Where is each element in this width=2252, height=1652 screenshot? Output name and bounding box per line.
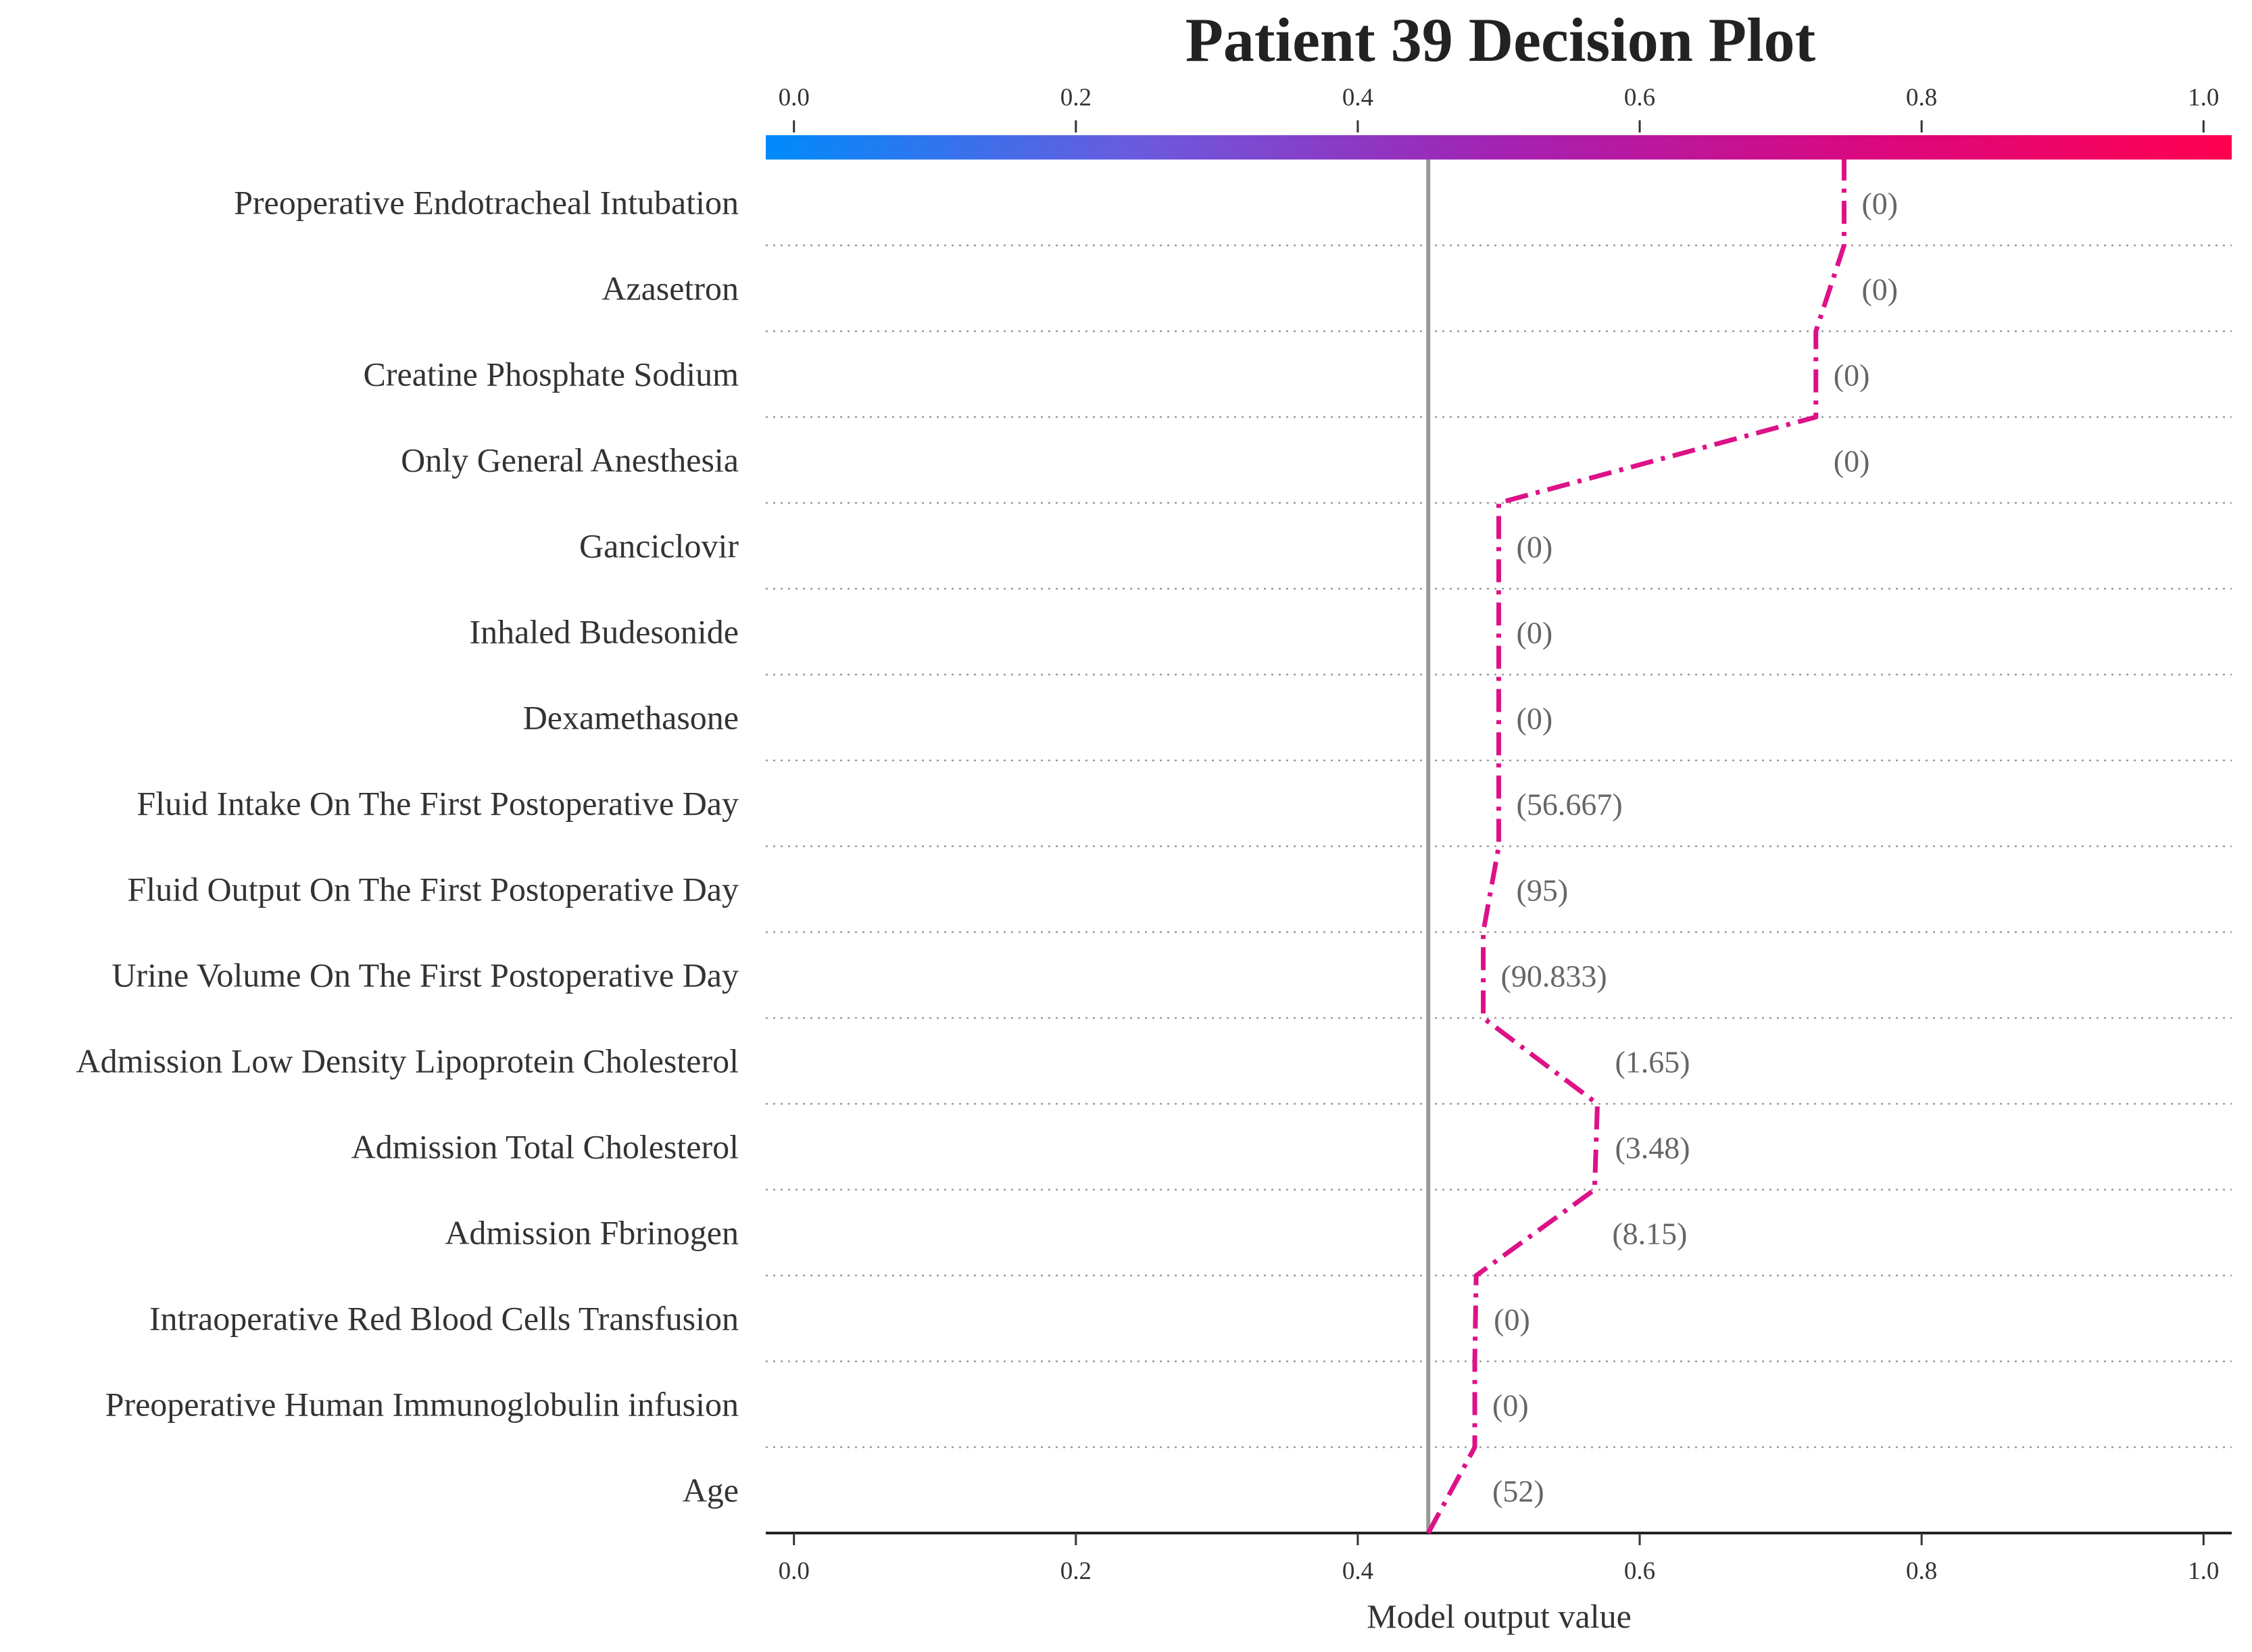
- feature-value-label: (0): [1861, 187, 1898, 221]
- feature-value-label: (90.833): [1501, 959, 1607, 994]
- feature-label: Creatine Phosphate Sodium: [364, 356, 739, 393]
- feature-value-label: (3.48): [1615, 1131, 1690, 1165]
- feature-value-label: (0): [1517, 530, 1553, 564]
- feature-label: Fluid Intake On The First Postoperative …: [137, 785, 739, 823]
- feature-value-label: (52): [1492, 1474, 1544, 1509]
- feature-value-label: (0): [1494, 1303, 1530, 1337]
- colorbar: [766, 135, 2232, 160]
- x-tick-label: 0.6: [1624, 1557, 1655, 1585]
- plot-area: 0.0 0.2 0.4 0.6 0.8 1.0 0.0 0.2 0.4 0.6 0.8 1.0 Preo…: [76, 84, 2232, 1585]
- feature-value-label: (0): [1492, 1388, 1529, 1423]
- x-tick-label: 0.8: [1906, 1557, 1937, 1585]
- feature-value-label: (0): [1834, 358, 1870, 393]
- feature-label: Inhaled Budesonide: [469, 613, 739, 651]
- feature-label: Urine Volume On The First Postoperative …: [112, 956, 739, 994]
- feature-value-label: (95): [1517, 873, 1569, 908]
- feature-value-label: (0): [1517, 616, 1553, 650]
- feature-label: Fluid Output On The First Postoperative …: [127, 871, 739, 908]
- top-tick-label: 1.0: [2188, 84, 2219, 112]
- feature-value-label: (0): [1517, 702, 1553, 736]
- feature-label: Preoperative Endotracheal Intubation: [234, 184, 739, 222]
- feature-label: Admission Fbrinogen: [445, 1214, 739, 1252]
- top-tick-label: 0.0: [779, 84, 810, 112]
- top-tick-label: 0.8: [1906, 84, 1937, 112]
- feature-label: Azasetron: [602, 270, 739, 308]
- top-tick-label: 0.4: [1342, 84, 1373, 112]
- feature-value-label: (0): [1861, 272, 1898, 307]
- feature-label: Age: [683, 1472, 739, 1509]
- x-tick-label: 0.2: [1060, 1557, 1092, 1585]
- x-tick-label: 0.4: [1342, 1557, 1373, 1585]
- feature-label: Intraoperative Red Blood Cells Transfusi…: [149, 1300, 739, 1338]
- feature-label: Admission Low Density Lipoprotein Choles…: [76, 1042, 739, 1080]
- feature-label: Preoperative Human Immunoglobulin infusi…: [105, 1386, 739, 1424]
- chart-title: Patient 39 Decision Plot: [1185, 5, 1816, 74]
- x-tick-label: 1.0: [2188, 1557, 2219, 1585]
- feature-value-label: (8.15): [1612, 1217, 1687, 1251]
- decision-line: [1426, 160, 1846, 1534]
- feature-label: Ganciclovir: [579, 527, 739, 565]
- top-tick-label: 0.6: [1624, 84, 1655, 112]
- x-axis-label: Model output value: [1367, 1597, 1632, 1635]
- x-tick-label: 0.0: [779, 1557, 810, 1585]
- feature-label: Admission Total Cholesterol: [351, 1128, 739, 1166]
- feature-value-label: (0): [1834, 444, 1870, 479]
- top-tick-label: 0.2: [1060, 84, 1092, 112]
- feature-label: Dexamethasone: [523, 699, 739, 737]
- feature-value-label: (1.65): [1615, 1045, 1690, 1079]
- feature-label: Only General Anesthesia: [401, 441, 739, 479]
- feature-value-label: (56.667): [1517, 787, 1623, 822]
